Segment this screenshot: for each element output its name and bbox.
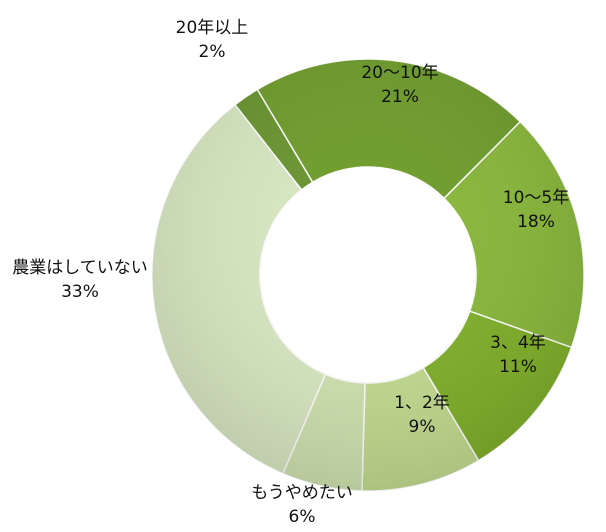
category-label: 20～10年 [361,63,439,83]
slice-label: 10～5年 18% [503,186,569,234]
value-label: 21% [381,87,419,107]
value-label: 2% [198,42,226,62]
value-label: 11% [499,357,537,377]
category-label: 農業はしていない [12,258,148,278]
slice-label: 1、2年 9% [394,391,450,439]
category-label: 1、2年 [394,393,450,413]
donut-hole [261,168,475,382]
slice-label: 農業はしていない 33% [5,256,155,304]
slice-label: 3、4年 11% [490,331,546,379]
slice-label: 20～10年 21% [361,61,438,109]
category-label: 3、4年 [490,333,546,353]
slice-label: もうやめたい 6% [251,481,353,529]
category-label: 20年以上 [175,18,249,38]
value-label: 6% [288,507,316,527]
value-label: 18% [517,212,555,232]
category-label: 10～5年 [502,188,570,208]
slice-label: 20年以上 2% [176,16,249,64]
value-label: 9% [408,417,436,437]
value-label: 33% [61,282,99,302]
category-label: もうやめたい [251,483,353,503]
